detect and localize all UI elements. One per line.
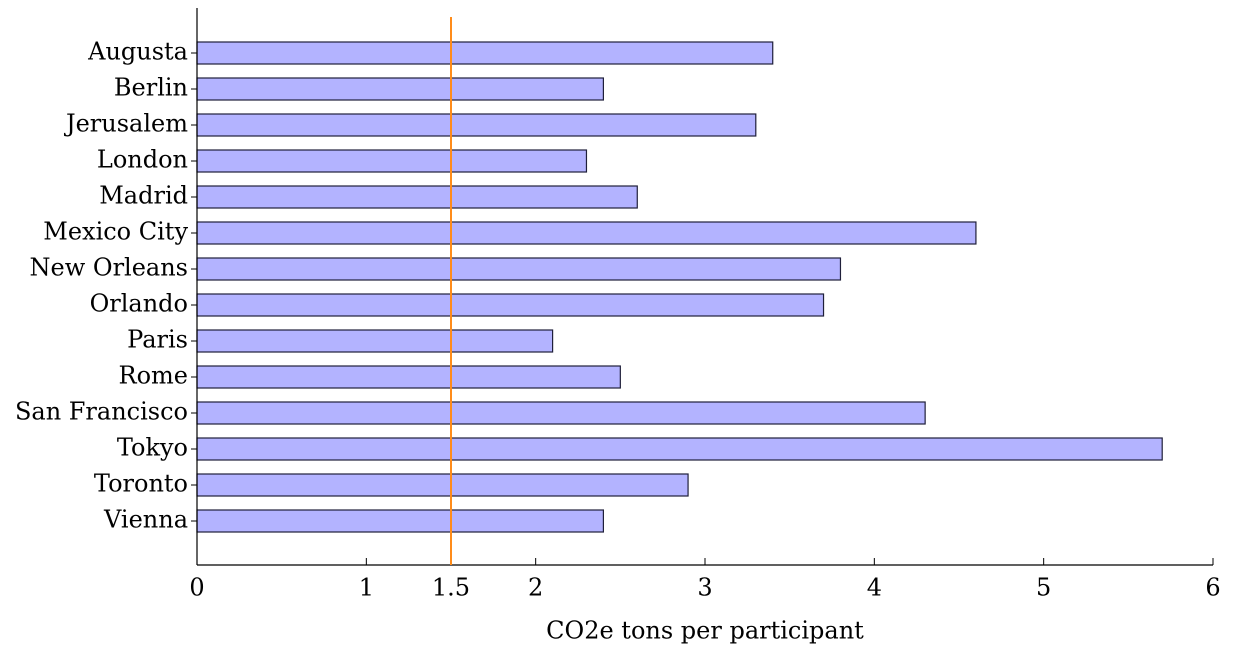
bar-paris <box>196 329 554 353</box>
bar-tokyo <box>196 437 1163 461</box>
category-label: Madrid <box>99 182 188 210</box>
bar-london <box>196 149 588 173</box>
bar-san-francisco <box>196 401 926 425</box>
category-label: San Francisco <box>15 398 188 426</box>
category-label: Mexico City <box>43 218 188 246</box>
category-label: New Orleans <box>30 254 188 282</box>
x-tick-label: 1.5 <box>432 574 470 602</box>
category-label: London <box>97 146 188 174</box>
bars-group <box>196 41 1163 533</box>
x-tick-label: 2 <box>528 574 543 602</box>
category-label: Rome <box>119 362 188 390</box>
bar-orlando <box>196 293 825 317</box>
bar-rome <box>196 365 621 389</box>
category-label: Jerusalem <box>63 110 188 138</box>
category-label: Paris <box>127 326 188 354</box>
bar-berlin <box>196 77 604 101</box>
category-label: Tokyo <box>117 434 188 462</box>
bar-new-orleans <box>196 257 842 281</box>
bar-augusta <box>196 41 774 65</box>
bar-mexico-city <box>196 221 977 245</box>
x-tick-label: 0 <box>189 574 204 602</box>
category-label: Orlando <box>90 290 188 318</box>
category-label: Toronto <box>94 470 188 498</box>
bar-madrid <box>196 185 638 209</box>
x-tick-label: 5 <box>1036 574 1051 602</box>
bar-vienna <box>196 509 604 533</box>
category-label: Augusta <box>87 38 188 66</box>
category-labels-group: Augusta Berlin Jerusalem London Madrid Mexico… <box>15 38 197 534</box>
category-label: Vienna <box>103 506 188 534</box>
bar-jerusalem <box>196 113 757 137</box>
bar-toronto <box>196 473 689 497</box>
x-tick-label: 6 <box>1205 574 1220 602</box>
x-ticks-group: 0 1 1.5 2 3 4 5 6 <box>189 558 1221 602</box>
x-tick-label: 1 <box>359 574 374 602</box>
x-tick-label: 4 <box>867 574 882 602</box>
category-label: Berlin <box>114 74 188 102</box>
x-axis-title: CO2e tons per participant <box>546 617 864 645</box>
x-tick-label: 3 <box>697 574 712 602</box>
